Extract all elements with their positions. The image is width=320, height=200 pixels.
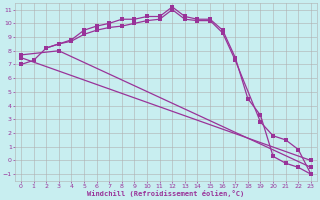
X-axis label: Windchill (Refroidissement éolien,°C): Windchill (Refroidissement éolien,°C) <box>87 190 244 197</box>
